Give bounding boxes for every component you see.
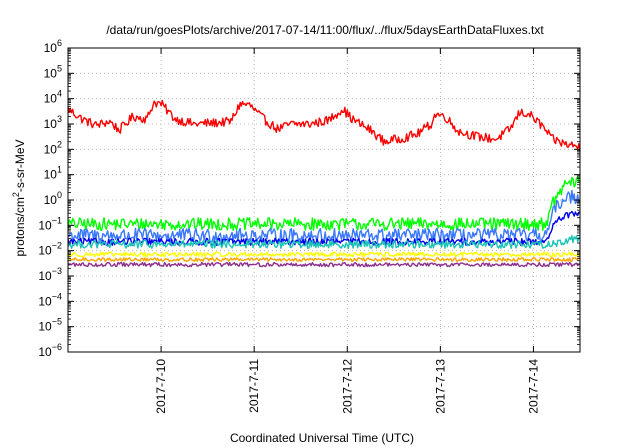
series-line [67, 235, 581, 249]
x-tick-label: 2017-7-10 [154, 359, 168, 414]
y-tick-label: 105 [44, 63, 62, 80]
y-tick-label: 103 [44, 114, 62, 131]
x-tick-label: 2017-7-14 [526, 359, 540, 414]
y-tick-label: 10−6 [38, 342, 62, 359]
y-axis-label-rest: -s-sr-MeV [13, 139, 27, 192]
series-line [67, 261, 580, 268]
x-tick-labels: 2017-7-10 2017-7-11 2017-7-12 2017-7-13 2017… [154, 359, 540, 414]
series-layer [67, 99, 581, 268]
x-axis-label: Coordinated Universal Time (UTC) [230, 431, 414, 445]
y-axis-label-sup: 2 [11, 192, 21, 197]
series-line [67, 257, 581, 262]
grid-lines [68, 48, 580, 352]
x-tick-label: 2017-7-11 [247, 359, 261, 413]
y-axis-label: protons/cm2-s-sr-MeV [11, 139, 27, 256]
axis-ticks [68, 47, 580, 353]
y-tick-labels: 10−6 10−5 10−4 10−3 10−2 10−1 100 101 102 103 104 1… [38, 38, 62, 359]
y-tick-label: 100 [44, 190, 62, 207]
series-line [67, 99, 581, 152]
series-line [67, 189, 581, 244]
y-tick-label: 10−5 [38, 317, 62, 334]
x-tick-label: 2017-7-13 [433, 359, 447, 414]
y-tick-label: 10−4 [38, 291, 62, 308]
y-tick-label: 106 [44, 38, 62, 55]
y-axis-label-base: protons/cm [13, 197, 27, 256]
x-tick-label: 2017-7-12 [340, 359, 354, 414]
y-tick-label: 10−3 [38, 266, 62, 283]
series-line [67, 176, 581, 232]
y-tick-label: 104 [44, 89, 62, 106]
chart-title: /data/run/goesPlots/archive/2017-07-14/1… [106, 23, 544, 37]
y-tick-label: 102 [44, 139, 62, 156]
y-tick-label: 101 [44, 165, 62, 182]
y-tick-label: 10−1 [38, 215, 62, 232]
series-line [67, 251, 581, 258]
y-tick-label: 10−2 [38, 241, 62, 258]
